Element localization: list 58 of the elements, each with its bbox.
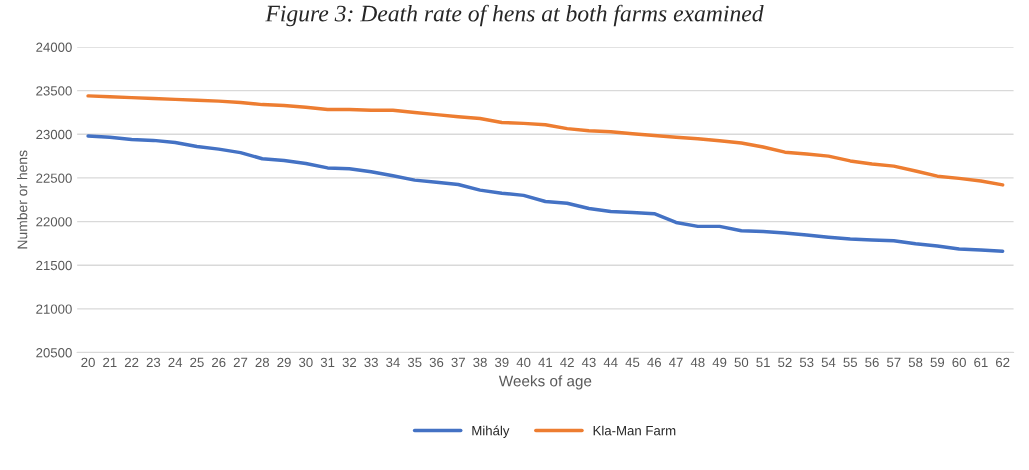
y-tick-label: 22000: [36, 217, 72, 227]
chart-title: Figure 3: Death rate of hens at both farms examined: [265, 4, 764, 27]
x-tick-label: 46: [647, 357, 662, 368]
x-tick-label: 36: [429, 357, 444, 368]
x-tick-label: 43: [581, 357, 596, 368]
x-tick-label: 41: [538, 357, 553, 367]
y-tick-label: 20500: [36, 348, 72, 358]
x-tick-label: 24: [168, 357, 183, 367]
x-tick-label: 54: [821, 357, 836, 368]
line-series: [86, 134, 1005, 253]
x-tick-label: 32: [342, 357, 357, 368]
x-tick-label: 31: [320, 357, 335, 368]
x-tick-label: 37: [451, 357, 465, 368]
x-tick-label: 52: [778, 357, 792, 368]
line-series: [86, 94, 1005, 187]
legend-label: Mihály: [472, 425, 510, 438]
x-tick-label: 30: [298, 357, 313, 368]
y-tick-label: 23500: [36, 86, 72, 96]
x-tick-label: 55: [843, 357, 858, 368]
x-tick-label: 29: [277, 357, 291, 368]
x-tick-label: 25: [190, 357, 204, 368]
x-tick-label: 20: [81, 357, 95, 368]
x-tick-label: 26: [212, 357, 226, 368]
x-tick-label: 47: [668, 357, 683, 367]
y-axis-title: Number or hens: [17, 150, 28, 249]
x-tick-label: 34: [386, 357, 400, 368]
x-tick-label: 42: [560, 357, 574, 367]
x-tick-label: 35: [407, 357, 422, 368]
x-tick-label: 50: [734, 357, 749, 368]
x-tick-label: 40: [516, 357, 531, 368]
y-tick-label: 22500: [36, 173, 72, 183]
x-tick-label: 21: [103, 357, 117, 367]
x-tick-label: 22: [124, 357, 139, 367]
x-tick-label: 61: [974, 357, 988, 368]
x-tick-label: 44: [603, 357, 618, 367]
x-tick-label: 59: [930, 357, 945, 368]
x-tick-label: 33: [364, 357, 378, 368]
x-tick-label: 48: [690, 357, 705, 368]
x-tick-label: 62: [996, 357, 1010, 368]
y-tick-label: 23000: [36, 129, 72, 140]
x-tick-label: 27: [233, 357, 248, 367]
x-tick-label: 56: [865, 357, 879, 368]
x-tick-label: 23: [146, 357, 161, 368]
x-tick-label: 60: [952, 357, 966, 368]
x-tick-label: 39: [494, 357, 509, 368]
x-tick-label: 51: [756, 357, 770, 368]
x-tick-label: 49: [712, 357, 727, 368]
x-tick-label: 53: [799, 357, 814, 368]
y-tick-label: 21000: [36, 304, 72, 314]
x-tick-label: 28: [255, 357, 270, 368]
x-tick-label: 58: [908, 357, 923, 368]
x-axis-title: Weeks of age: [498, 375, 592, 390]
x-tick-label: 57: [886, 357, 901, 368]
x-tick-label: 45: [625, 357, 640, 368]
y-tick-label: 21500: [36, 260, 72, 271]
x-tick-label: 38: [473, 357, 487, 368]
y-tick-label: 24000: [36, 42, 72, 52]
legend-label: Kla-Man Farm: [593, 425, 676, 436]
